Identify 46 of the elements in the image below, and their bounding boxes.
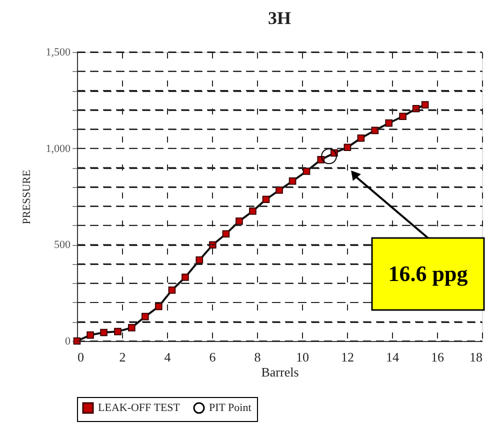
chart-title: 3H (268, 8, 292, 28)
y-tick-label: 500 (54, 239, 71, 252)
point (209, 241, 216, 249)
point (100, 328, 108, 336)
x-tick-label: 12 (341, 350, 354, 364)
point (73, 337, 81, 345)
x-tick-label: 8 (254, 350, 261, 364)
point (302, 168, 310, 175)
point (196, 256, 204, 264)
point (86, 331, 94, 339)
point (128, 324, 136, 332)
point (288, 177, 296, 185)
point (168, 286, 176, 294)
point (276, 186, 283, 194)
y-tick-label: 1,500 (46, 46, 71, 58)
x-tick-label: 2 (119, 350, 126, 364)
x-tick-label: 6 (209, 350, 216, 364)
point (155, 302, 162, 310)
point (357, 134, 365, 142)
point (385, 119, 393, 127)
point (114, 328, 122, 336)
x-axis-title: Barrels (261, 364, 299, 380)
y-tick-label: 0 (65, 336, 71, 348)
y-tick-label: 1,000 (46, 142, 71, 155)
annotation: 16.6 ppg (388, 261, 468, 286)
x-tick-label: 14 (386, 350, 400, 364)
point (182, 274, 189, 281)
point (222, 230, 230, 238)
point (262, 196, 270, 204)
y-axis-title: PRESSURE (20, 170, 33, 224)
x-tick-label: 0 (78, 350, 84, 364)
point (321, 148, 337, 164)
point (236, 218, 243, 225)
x-tick-label: 10 (296, 350, 309, 364)
point (344, 144, 352, 152)
point (371, 126, 379, 134)
x-tick-label: 16 (431, 350, 444, 364)
legend-label: LEAK-OFF TEST (98, 402, 180, 414)
point (142, 312, 149, 320)
point (412, 104, 420, 112)
point (249, 207, 256, 215)
x-tick-label: 4 (164, 350, 172, 364)
legend-label: PIT Point (209, 402, 252, 414)
x-tick-label: 18 (470, 350, 482, 364)
point (399, 112, 406, 120)
point (421, 101, 429, 108)
